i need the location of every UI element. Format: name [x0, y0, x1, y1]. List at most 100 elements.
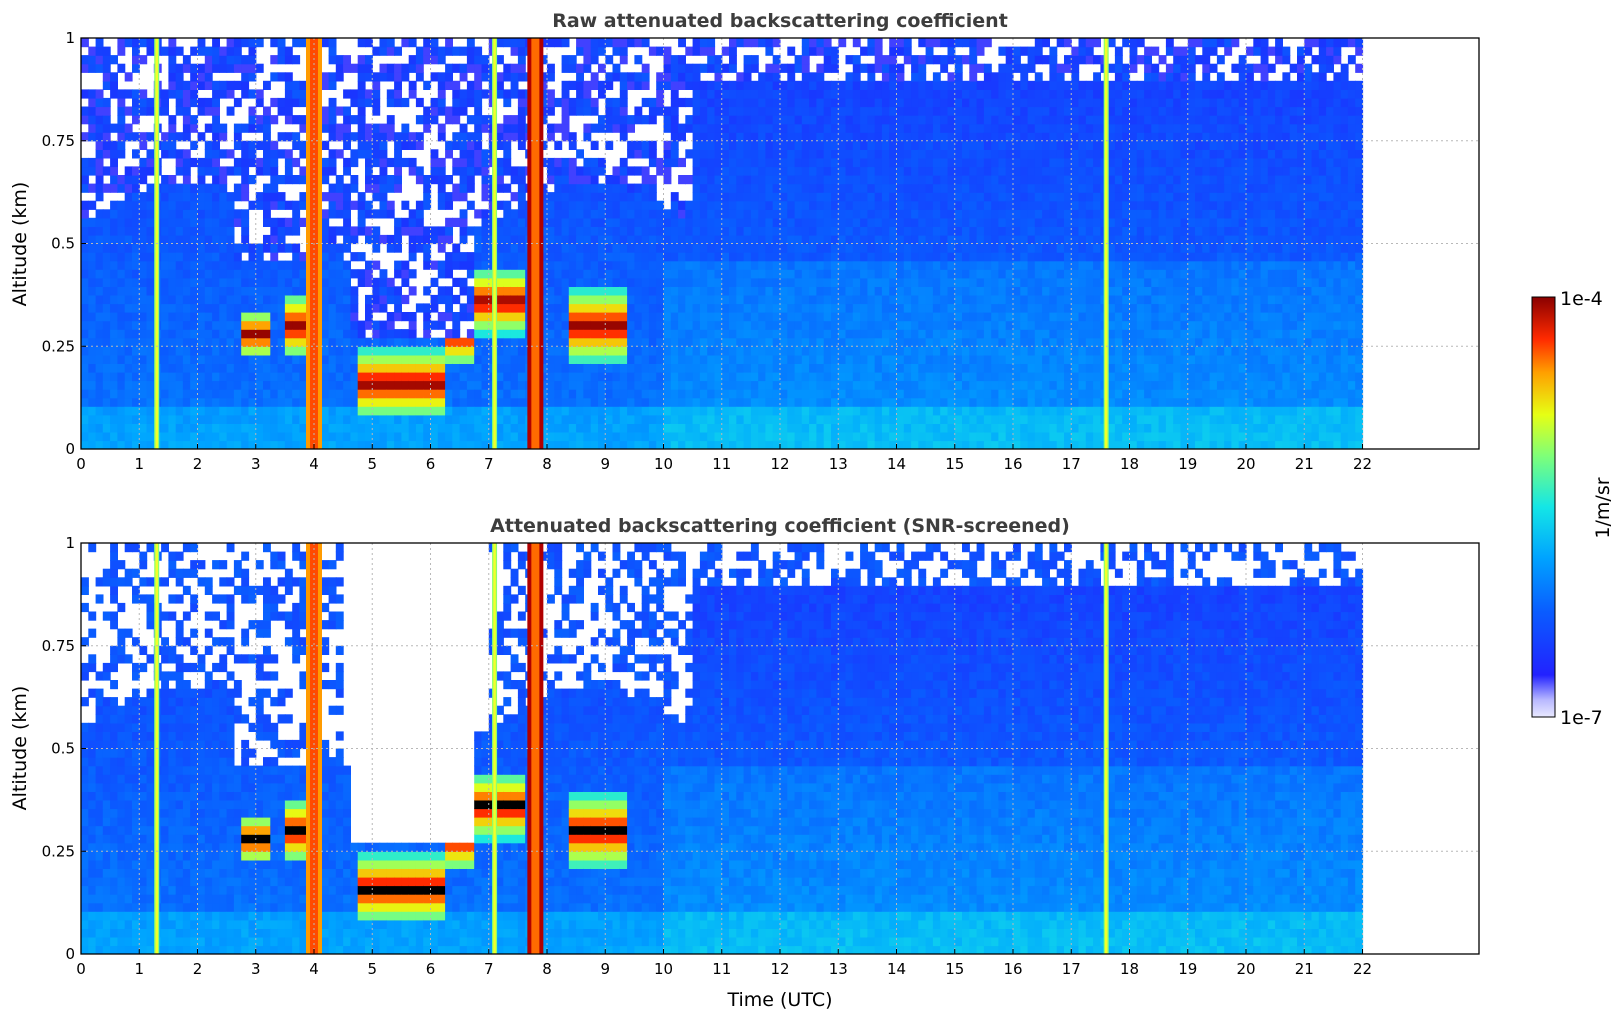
heatmap-cell [816, 166, 825, 176]
heatmap-cell [729, 440, 737, 449]
heatmap-cell [146, 431, 155, 442]
heatmap-cell [670, 106, 679, 116]
heatmap-cell [867, 183, 876, 193]
heatmap-cell [117, 226, 126, 236]
heatmap-cell [466, 260, 475, 270]
heatmap-cell [918, 234, 927, 245]
heatmap-cell [168, 354, 177, 364]
heatmap-cell [780, 132, 788, 142]
heatmap-cell [212, 389, 220, 399]
heatmap-cell [132, 175, 140, 185]
heatmap-cell [284, 149, 293, 159]
heatmap-cell [881, 234, 890, 245]
heatmap-cell [787, 389, 796, 399]
heatmap-cell [139, 389, 148, 399]
heatmap-cell [867, 192, 876, 202]
heatmap-cell [182, 397, 191, 407]
heatmap-cell [233, 389, 242, 399]
heatmap-cell [889, 277, 898, 287]
heatmap-cell [161, 209, 169, 219]
heatmap-cell [539, 397, 548, 407]
heatmap-cell [714, 389, 723, 399]
heatmap-cell [219, 320, 228, 330]
heatmap-cell [365, 354, 373, 364]
heatmap-cell [117, 149, 126, 159]
heatmap-cell [117, 277, 126, 287]
heatmap-cell [517, 260, 526, 270]
heatmap-cell [292, 389, 301, 399]
heatmap-cell [648, 337, 657, 347]
heatmap-cell [736, 192, 745, 202]
heatmap-cell [641, 337, 650, 347]
heatmap-cell [139, 303, 148, 313]
heatmap-cell [896, 269, 905, 279]
heatmap-cell [758, 123, 767, 133]
heatmap-cell [466, 389, 475, 399]
heatmap-cell [241, 149, 250, 159]
heatmap-cell [299, 286, 308, 296]
heatmap-cell [947, 329, 956, 339]
heatmap-cell [831, 354, 839, 364]
heatmap-cell [146, 106, 155, 116]
heatmap-cell [772, 140, 781, 150]
heatmap-cell [736, 389, 745, 399]
heatmap-cell [598, 123, 606, 133]
heatmap-cell [663, 175, 672, 185]
heatmap-cell [197, 38, 206, 48]
heatmap-cell [474, 55, 483, 65]
heatmap-cell [736, 380, 745, 390]
heatmap-cell [787, 46, 796, 56]
heatmap-cell [758, 294, 767, 305]
heatmap-cell [932, 303, 941, 313]
heatmap-cell [889, 440, 898, 449]
heatmap-cell [707, 38, 716, 48]
heatmap-cell [896, 286, 905, 296]
heatmap-cell [714, 183, 723, 193]
heatmap-cell [517, 329, 526, 339]
heatmap-cell [437, 89, 446, 99]
heatmap-cell [415, 337, 424, 347]
heatmap-cell [547, 269, 555, 279]
heatmap-cell [896, 175, 905, 185]
heatmap-cell [612, 252, 621, 262]
heatmap-cell [102, 209, 111, 219]
heatmap-cell [925, 397, 934, 407]
heatmap-cell [263, 106, 271, 116]
heatmap-cell [321, 389, 330, 399]
heatmap-cell [343, 217, 351, 227]
heatmap-cell [714, 217, 723, 227]
heatmap-cell [539, 226, 548, 236]
heatmap-cell [881, 363, 890, 373]
heatmap-cell [146, 226, 155, 236]
heatmap-cell [350, 183, 359, 193]
heatmap-cell [139, 329, 148, 339]
heatmap-cell [707, 354, 716, 364]
heatmap-cell [889, 260, 898, 270]
heatmap-cell [284, 286, 293, 296]
heatmap-cell [204, 371, 213, 382]
heatmap-cell [772, 209, 781, 219]
heatmap-cell [182, 303, 191, 313]
heatmap-cell [445, 252, 453, 262]
heatmap-cell [925, 132, 934, 142]
heatmap-cell [598, 192, 606, 202]
heatmap-cell [401, 406, 410, 416]
heatmap-cell [561, 55, 570, 65]
heatmap-cell [102, 303, 111, 313]
heatmap-cell [394, 337, 402, 347]
heatmap-cell [430, 149, 439, 159]
heatmap-cell [474, 423, 483, 433]
heatmap-cell [801, 414, 810, 424]
heatmap-cell [168, 80, 177, 90]
heatmap-cell [350, 397, 359, 407]
heatmap-cell [496, 397, 504, 407]
heatmap-cell [474, 80, 483, 90]
heatmap-cell [452, 192, 461, 202]
heatmap-cell [794, 217, 803, 227]
heatmap-cell [394, 72, 402, 82]
heatmap-cell [911, 243, 919, 253]
heatmap-cell [729, 252, 737, 262]
heatmap-cell [692, 303, 701, 313]
heatmap-cell [598, 337, 606, 347]
heatmap-cell [838, 380, 847, 390]
